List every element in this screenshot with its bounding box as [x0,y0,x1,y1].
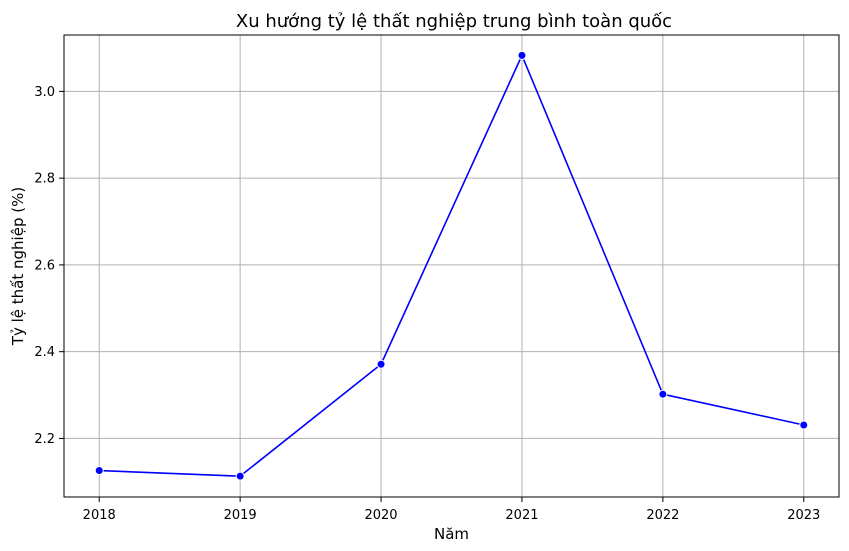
x-tick-label: 2021 [505,508,538,523]
y-tick-label: 2.2 [34,432,55,447]
plot-frame [63,34,840,498]
y-axis-title: Tỷ lệ thất nghiệp (%) [9,187,27,346]
x-tick-label: 2022 [646,508,679,523]
x-tick-label: 2023 [787,508,820,523]
axis-ticks: 2018 2019 2020 2021 2022 2023 2.2 2.4 2.6 2.8 3.0 [34,85,820,523]
chart-title: Xu hướng tỷ lệ thất nghiệp trung bình to… [236,11,672,32]
data-point [658,389,668,399]
x-tick-label: 2018 [83,508,116,523]
y-tick-label: 2.8 [34,172,55,187]
data-point [235,471,245,481]
x-axis-title: Năm [434,525,469,543]
data-point [799,420,809,430]
data-point [376,359,386,369]
data-point [94,466,104,476]
y-tick-label: 3.0 [34,85,55,100]
y-tick-label: 2.4 [34,345,55,360]
series-layer [94,50,809,481]
x-tick-label: 2020 [364,508,397,523]
grid-lines [64,35,839,497]
series-line [99,54,804,477]
x-tick-label: 2019 [224,508,257,523]
y-tick-label: 2.6 [34,258,55,273]
data-point [517,50,527,60]
